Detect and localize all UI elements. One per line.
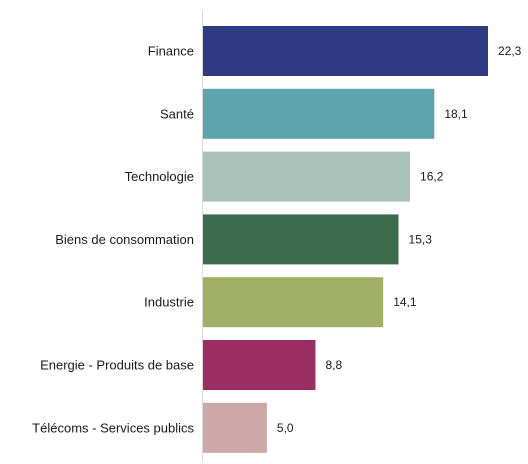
bars-group bbox=[203, 26, 488, 453]
bar-5 bbox=[203, 340, 316, 390]
bar-2 bbox=[203, 151, 411, 202]
category-label-6: Télécoms - Services publics bbox=[32, 420, 194, 435]
category-label-3: Biens de consommation bbox=[55, 232, 194, 247]
bar-0 bbox=[203, 26, 488, 76]
bar-3 bbox=[203, 214, 399, 265]
bar-6 bbox=[203, 402, 267, 453]
value-label-0: 22,3 bbox=[498, 44, 522, 58]
category-label-1: Santé bbox=[160, 106, 194, 121]
value-label-4: 14,1 bbox=[393, 295, 417, 309]
category-labels: Finance Santé Technologie Biens de consomma… bbox=[32, 44, 194, 436]
value-label-6: 5,0 bbox=[277, 421, 294, 435]
value-label-1: 18,1 bbox=[444, 107, 468, 121]
value-label-2: 16,2 bbox=[420, 170, 444, 184]
value-labels: 22,3 18,1 16,2 15,3 14,1 8,8 5,0 bbox=[277, 44, 522, 435]
value-label-5: 8,8 bbox=[325, 358, 342, 372]
category-label-4: Industrie bbox=[144, 295, 194, 310]
bar-4 bbox=[203, 277, 384, 328]
category-label-5: Energie - Produits de base bbox=[40, 358, 194, 373]
category-label-0: Finance bbox=[148, 44, 194, 59]
bar-1 bbox=[203, 88, 435, 139]
category-label-2: Technologie bbox=[125, 169, 194, 184]
value-label-3: 15,3 bbox=[409, 232, 433, 246]
